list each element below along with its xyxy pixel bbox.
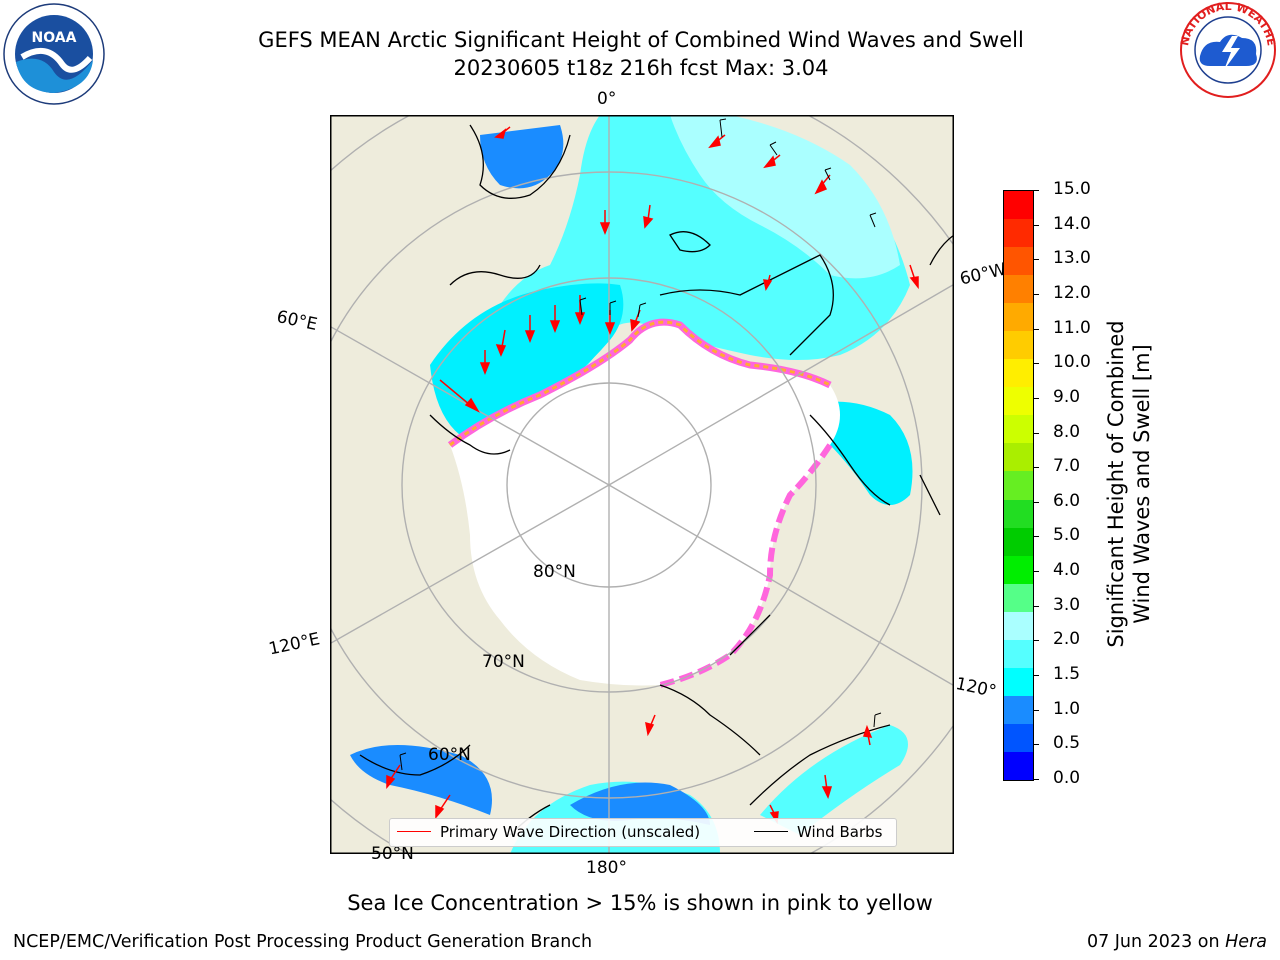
colorbar-tick-mark <box>1033 744 1039 746</box>
colorbar-tick-label: 5.0 <box>1053 525 1081 546</box>
map-frame <box>330 115 954 854</box>
colorbar-tick-mark <box>1033 501 1039 503</box>
colorbar-tick-mark <box>1033 397 1039 399</box>
colorbar-tick-label: 15.0 <box>1053 179 1091 199</box>
arctic-wave-height-map <box>330 115 954 854</box>
colorbar-tick-label: 4.0 <box>1053 560 1081 581</box>
colorbar-band <box>1004 331 1033 360</box>
wind-barbs <box>399 118 882 771</box>
colorbar-band <box>1004 639 1033 668</box>
lon-label-0: 0° <box>597 89 617 109</box>
footer-left: NCEP/EMC/Verification Post Processing Pr… <box>13 932 593 952</box>
colorbar-tick-label: 6.0 <box>1053 490 1081 511</box>
colorbar-band <box>1004 219 1033 248</box>
lat-label-50n: 50°N <box>371 844 414 864</box>
footer-machine: Hera <box>1225 932 1267 952</box>
colorbar-band <box>1004 275 1033 304</box>
colorbar-band <box>1004 443 1033 472</box>
map-subtitle: 20230605 t18z 216h fcst Max: 3.04 <box>453 56 829 80</box>
lat-label-70n: 70°N <box>482 652 525 672</box>
colorbar-band <box>1004 667 1033 696</box>
barents-water <box>430 283 624 438</box>
colorbar-band <box>1004 723 1033 752</box>
colorbar-band <box>1004 191 1033 220</box>
colorbar-tick-label: 11.0 <box>1053 317 1091 338</box>
wind-barbs-legend-swatch <box>754 831 788 832</box>
lon-label-60w: 60°W <box>958 259 1009 290</box>
colorbar-band <box>1004 415 1033 444</box>
primary-wave-legend-swatch <box>397 831 431 832</box>
lat-label-80n: 80°N <box>533 562 576 582</box>
svg-text:NOAA: NOAA <box>32 30 77 46</box>
colorbar-band <box>1004 695 1033 724</box>
colorbar-tick-label: 7.0 <box>1053 456 1081 477</box>
colorbar-tick-label: 13.0 <box>1053 248 1091 269</box>
colorbar-tick-mark <box>1033 571 1039 573</box>
map-title: GEFS MEAN Arctic Significant Height of C… <box>258 28 1024 52</box>
colorbar-tick-label: 0.0 <box>1053 768 1081 788</box>
colorbar-tick-label: 2.0 <box>1053 629 1081 650</box>
colorbar-tick-label: 10.0 <box>1053 352 1091 373</box>
colorbar-tick-mark <box>1033 259 1039 261</box>
nws-logo: NATIONAL WEATHER SERVICE <box>1176 0 1278 98</box>
colorbar-tick-mark <box>1033 467 1039 469</box>
coastlines <box>359 124 954 836</box>
wave-direction-arrows <box>386 126 919 825</box>
arctic-ice-region <box>450 322 840 686</box>
colorbar-band <box>1004 471 1033 500</box>
colorbar-band <box>1004 611 1033 640</box>
norway-sea-blue-water <box>480 125 564 189</box>
lon-label-120e: 120°E <box>267 629 322 660</box>
colorbar-tick-label: 8.0 <box>1053 421 1081 442</box>
colorbar-tick-mark <box>1033 536 1039 538</box>
colorbar-tick-label: 3.0 <box>1053 594 1081 615</box>
colorbar <box>1003 190 1034 781</box>
colorbar-band <box>1004 499 1033 528</box>
colorbar-tick-mark <box>1033 190 1039 191</box>
greenland-sea-light-water <box>670 115 900 279</box>
map-legend: Primary Wave Direction (unscaled) Wind B… <box>389 818 897 847</box>
colorbar-tick-label: 0.5 <box>1053 733 1081 754</box>
gulf-alaska-water <box>760 725 908 835</box>
okhotsk-water <box>350 745 492 815</box>
colorbar-band <box>1004 555 1033 584</box>
colorbar-tick-label: 14.0 <box>1053 213 1091 234</box>
colorbar-tick-mark <box>1033 363 1039 365</box>
lat-label-60n: 60°N <box>428 745 471 765</box>
colorbar-tick-label: 1.5 <box>1053 664 1081 685</box>
colorbar-tick-mark <box>1033 640 1039 642</box>
lon-label-180: 180° <box>586 858 627 878</box>
colorbar-tick-mark <box>1033 605 1039 607</box>
colorbar-tick-mark <box>1033 675 1039 677</box>
colorbar-tick-mark <box>1033 709 1039 711</box>
footer-right: 07 Jun 2023 on Hera <box>1087 932 1267 952</box>
noaa-logo: NOAA <box>3 3 105 105</box>
colorbar-tick-label: 12.0 <box>1053 282 1091 303</box>
longitude-lines <box>330 115 954 854</box>
colorbar-band <box>1004 583 1033 612</box>
colorbar-band <box>1004 359 1033 388</box>
colorbar-label-line2: Wind Waves and Swell [m] <box>1130 344 1154 624</box>
colorbar-band <box>1004 303 1033 332</box>
colorbar-label: Significant Height of Combined Wind Wave… <box>1103 284 1155 684</box>
colorbar-tick-label: 1.0 <box>1053 698 1081 719</box>
colorbar-tick-mark <box>1033 432 1039 434</box>
wind-barbs-legend-label: Wind Barbs <box>797 823 883 841</box>
primary-wave-legend-label: Primary Wave Direction (unscaled) <box>440 823 701 841</box>
colorbar-band <box>1004 527 1033 556</box>
colorbar-tick-mark <box>1033 328 1039 330</box>
lon-label-120w: 120° <box>953 674 999 703</box>
sea-ice-note: Sea Ice Concentration > 15% is shown in … <box>347 891 933 915</box>
colorbar-tick-mark <box>1033 224 1039 226</box>
colorbar-tick-label: 9.0 <box>1053 386 1081 407</box>
bering-blue-water <box>570 782 710 825</box>
colorbar-label-line1: Significant Height of Combined <box>1104 320 1128 648</box>
colorbar-band <box>1004 387 1033 416</box>
colorbar-band <box>1004 751 1033 780</box>
colorbar-tick-mark <box>1033 779 1039 780</box>
lon-label-60e: 60°E <box>274 307 319 336</box>
colorbar-band <box>1004 247 1033 276</box>
footer-date: 07 Jun 2023 on <box>1086 932 1226 952</box>
colorbar-tick-mark <box>1033 293 1039 295</box>
